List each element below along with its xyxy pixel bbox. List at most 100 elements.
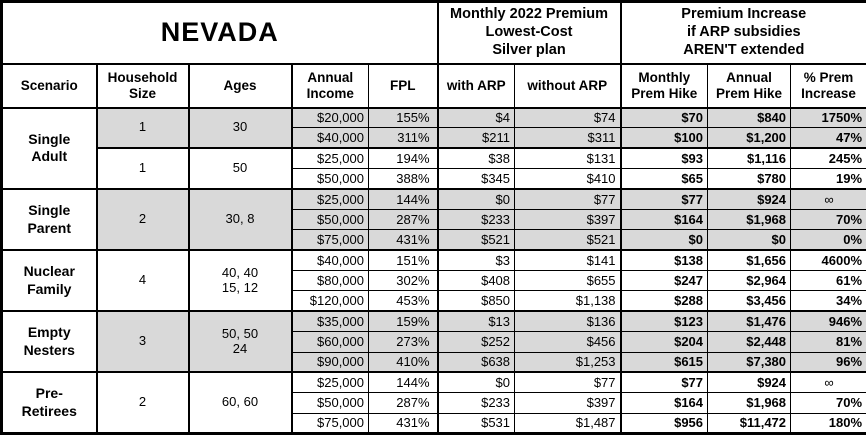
cell-with-arp: $0 <box>436 187 516 210</box>
cell-fpl: 431% <box>367 229 439 251</box>
cell-scenario: Empty Nesters <box>1 310 97 373</box>
cell-household-size: 2 <box>95 187 189 251</box>
table-row: $50,000 287% $233 $397 $164 $1,968 70% <box>2 392 866 414</box>
cell-household-size: 2 <box>95 371 189 435</box>
table-title: NEVADA <box>0 1 439 65</box>
cell-with-arp: $408 <box>436 269 516 292</box>
cell-ages: 30, 8 <box>187 187 292 251</box>
cell-with-arp: $531 <box>436 412 516 435</box>
cell-monthly-prem-hike: $77 <box>619 187 709 210</box>
cell-ages: 30 <box>187 106 292 149</box>
cell-fpl: 194% <box>367 147 439 170</box>
cell-monthly-prem-hike: $65 <box>619 168 709 190</box>
cell-monthly-prem-hike: $615 <box>619 351 709 373</box>
cell-with-arp: $4 <box>436 106 516 129</box>
cell-monthly-prem-hike: $93 <box>619 147 709 170</box>
cell-annual-income: $90,000 <box>290 351 369 373</box>
cell-with-arp: $0 <box>436 371 516 394</box>
table-row: Pre- Retirees 2 60, 60 $25,000 144% $0 $77 $77 $… <box>1 371 866 435</box>
cell-without-arp: $410 <box>514 168 622 190</box>
cell-ages: 50, 50 24 <box>187 310 292 373</box>
cell-without-arp: $136 <box>514 310 622 333</box>
table-row: $50,000 388% $345 $410 $65 $780 19% <box>2 168 866 190</box>
cell-monthly-prem-hike: $288 <box>619 290 709 312</box>
cell-monthly-prem-hike: $70 <box>619 106 709 129</box>
cell-ages: 40, 40 15, 12 <box>187 249 292 312</box>
cell-annual-prem-hike: $1,200 <box>707 127 792 149</box>
table-row: 1 50 $25,000 194% $38 $131 $93 $1,116 245% <box>2 147 866 190</box>
table-row: Nuclear Family 4 40, 40 15, 12 $40,000 151% $… <box>1 249 866 312</box>
cell-annual-prem-hike: $11,472 <box>707 412 792 435</box>
cell-with-arp: $3 <box>436 249 516 272</box>
cell-without-arp: $141 <box>514 249 622 272</box>
cell-with-arp: $233 <box>436 392 516 414</box>
cell-without-arp: $397 <box>514 392 622 414</box>
table-row: Single Parent 2 30, 8 $25,000 144% $0 $77 $77 $9… <box>1 187 866 251</box>
cell-annual-prem-hike: $1,968 <box>707 208 792 231</box>
cell-pct-increase: ∞ <box>790 187 866 210</box>
cell-annual-prem-hike: $2,964 <box>707 269 792 292</box>
cell-monthly-prem-hike: $204 <box>619 331 709 353</box>
cell-annual-income: $20,000 <box>290 106 369 129</box>
cell-pct-increase: 47% <box>790 127 866 149</box>
cell-pct-increase: 70% <box>790 208 866 231</box>
cell-monthly-prem-hike: $138 <box>619 249 709 272</box>
column-header-row: Scenario Household Size Ages Annual Inco… <box>1 63 866 109</box>
col-header-fpl: FPL <box>367 63 439 109</box>
cell-fpl: 410% <box>367 351 439 373</box>
cell-without-arp: $397 <box>514 208 622 231</box>
cell-pct-increase: 70% <box>790 392 866 414</box>
table-row: Single Adult 1 30 $20,000 155% $4 $74 $70 $840 17… <box>1 106 866 190</box>
cell-pct-increase: 4600% <box>790 249 866 272</box>
cell-fpl: 159% <box>367 310 439 333</box>
cell-annual-prem-hike: $924 <box>707 187 792 210</box>
col-header-scenario: Scenario <box>1 63 97 109</box>
cell-with-arp: $850 <box>436 290 516 312</box>
cell-annual-income: $75,000 <box>290 229 369 251</box>
cell-annual-income: $75,000 <box>290 412 369 435</box>
cell-fpl: 431% <box>367 412 439 435</box>
cell-fpl: 311% <box>367 127 439 149</box>
cell-annual-prem-hike: $3,456 <box>707 290 792 312</box>
cell-with-arp: $638 <box>436 351 516 373</box>
header-group-row: NEVADA Monthly 2022 Premium Lowest-Cost … <box>0 1 866 65</box>
table-row: $75,000 431% $531 $1,487 $956 $11,472 180% <box>2 412 866 435</box>
col-header-ages: Ages <box>187 63 292 109</box>
cell-annual-prem-hike: $0 <box>707 229 792 251</box>
increase-group-header: Premium Increase if ARP subsidies AREN'T… <box>619 1 866 65</box>
cell-fpl: 144% <box>367 371 439 394</box>
cell-annual-prem-hike: $840 <box>707 106 792 129</box>
cell-pct-increase: 34% <box>790 290 866 312</box>
cell-pct-increase: 0% <box>790 229 866 251</box>
cell-without-arp: $521 <box>514 229 622 251</box>
cell-without-arp: $456 <box>514 331 622 353</box>
cell-household-size: 3 <box>95 310 189 373</box>
cell-annual-income: $80,000 <box>290 269 369 292</box>
cell-fpl: 273% <box>367 331 439 353</box>
cell-pct-increase: 946% <box>790 310 866 333</box>
cell-without-arp: $131 <box>514 147 622 170</box>
cell-with-arp: $211 <box>436 127 516 149</box>
cell-annual-prem-hike: $1,476 <box>707 310 792 333</box>
cell-fpl: 151% <box>367 249 439 272</box>
cell-pct-increase: 61% <box>790 269 866 292</box>
cell-fpl: 453% <box>367 290 439 312</box>
cell-annual-income: $60,000 <box>290 331 369 353</box>
table-row: Empty Nesters 3 50, 50 24 $35,000 159% $13 $13… <box>1 310 866 373</box>
cell-annual-income: $50,000 <box>290 208 369 231</box>
cell-household-size: 1 <box>95 147 189 190</box>
cell-pct-increase: 19% <box>790 168 866 190</box>
cell-fpl: 287% <box>367 208 439 231</box>
cell-annual-prem-hike: $1,656 <box>707 249 792 272</box>
cell-pct-increase: 245% <box>790 147 866 170</box>
cell-annual-prem-hike: $780 <box>707 168 792 190</box>
cell-scenario: Nuclear Family <box>1 249 97 312</box>
cell-with-arp: $521 <box>436 229 516 251</box>
cell-pct-increase: 81% <box>790 331 866 353</box>
cell-annual-income: $35,000 <box>290 310 369 333</box>
cell-annual-income: $120,000 <box>290 290 369 312</box>
premium-group-header: Monthly 2022 Premium Lowest-Cost Silver … <box>436 1 622 65</box>
cell-without-arp: $77 <box>514 187 622 210</box>
cell-without-arp: $1,487 <box>514 412 622 435</box>
cell-monthly-prem-hike: $77 <box>619 371 709 394</box>
